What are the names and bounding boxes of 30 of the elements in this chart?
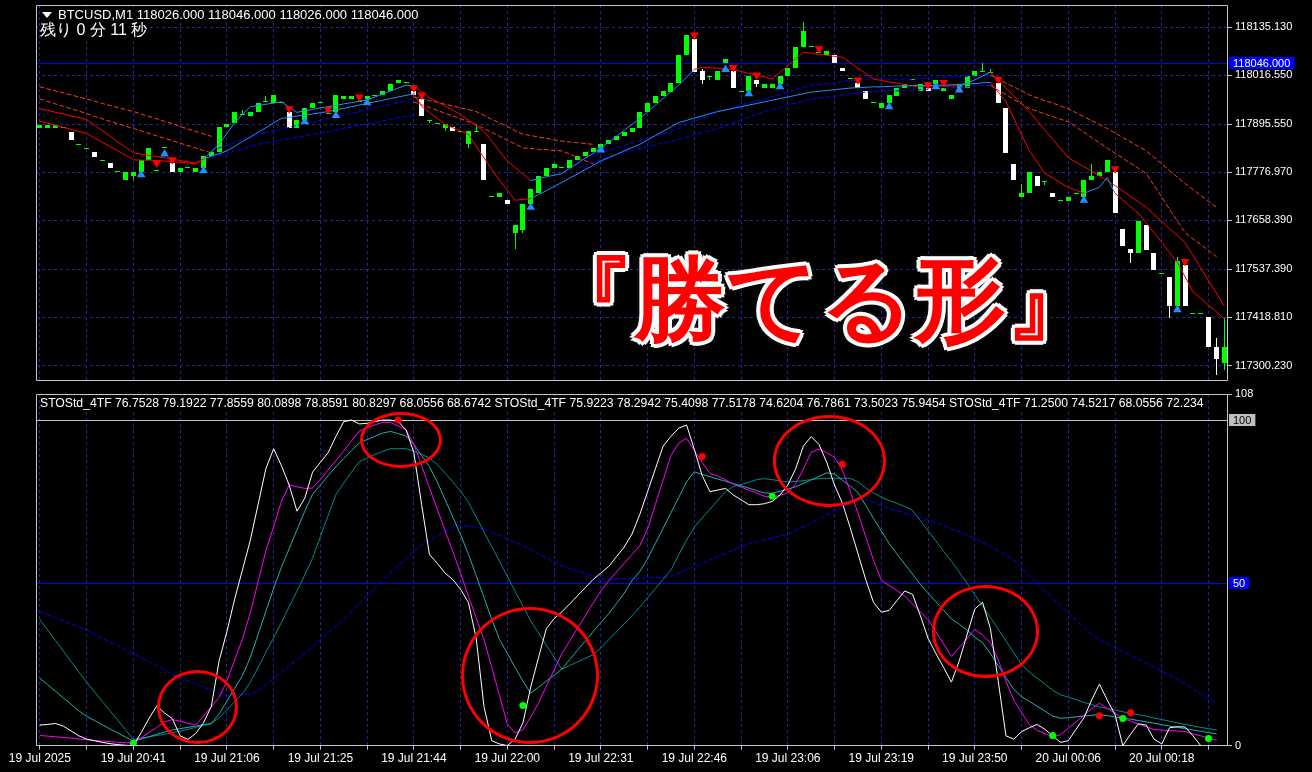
x-tick-label: 19 Jul 21:44 [381, 751, 447, 766]
y-tick-label: 0 [1235, 738, 1242, 751]
annotation: 残り 0 分 11 秒 [40, 21, 148, 38]
ref-line-label: 100 [1233, 413, 1252, 426]
annotation: 『勝てる形』 [542, 246, 1098, 353]
x-tick-label: 19 Jul 23:19 [848, 751, 915, 766]
y-tick-label: 117658.390 [1235, 213, 1293, 226]
x-tick-label: 19 Jul 2025 [8, 751, 72, 766]
x-tick-label: 19 Jul 23:06 [755, 751, 821, 766]
ref-line-label: 50 [1233, 576, 1246, 589]
y-tick-label: 108 [1235, 387, 1254, 400]
x-tick-label: 19 Jul 22:31 [568, 751, 634, 766]
chart-title: STOStd_4TF 76.7528 79.1922 77.8559 80.0898 78.8591 80.8297 68.0556 68.6742 STOStd_4TF 75.9223 78.2942 75.4098 77.5178 74.6204 76.7861 73.5023 75.9454 STOStd_4TF 71.2500 74.5217 68.0556 72.234 [40, 396, 1204, 411]
x-tick-label: 19 Jul 21:06 [194, 751, 260, 766]
x-tick-label: 19 Jul 21:25 [287, 751, 354, 766]
x-tick-label: 19 Jul 22:00 [474, 751, 541, 766]
y-tick-label: 117537.390 [1235, 262, 1293, 275]
chart-title: BTCUSD,M1 118026.000 118046.000 118026.000 118046.000 [58, 7, 419, 22]
x-tick-label: 20 Jul 00:18 [1129, 751, 1195, 766]
x-tick-label: 19 Jul 22:46 [661, 751, 728, 766]
x-tick-label: 19 Jul 23:50 [942, 751, 1008, 766]
ref-line-label: 118046.000 [1233, 56, 1291, 69]
y-tick-label: 117776.970 [1235, 165, 1293, 178]
y-tick-label: 117300.230 [1235, 358, 1293, 371]
y-tick-label: 118016.550 [1235, 68, 1293, 81]
x-tick-label: 19 Jul 20:41 [100, 751, 167, 766]
y-tick-label: 117895.550 [1235, 117, 1293, 130]
x-tick-label: 20 Jul 00:06 [1035, 751, 1102, 766]
y-tick-label: 117418.810 [1235, 310, 1293, 323]
y-tick-label: 118135.130 [1235, 20, 1293, 33]
